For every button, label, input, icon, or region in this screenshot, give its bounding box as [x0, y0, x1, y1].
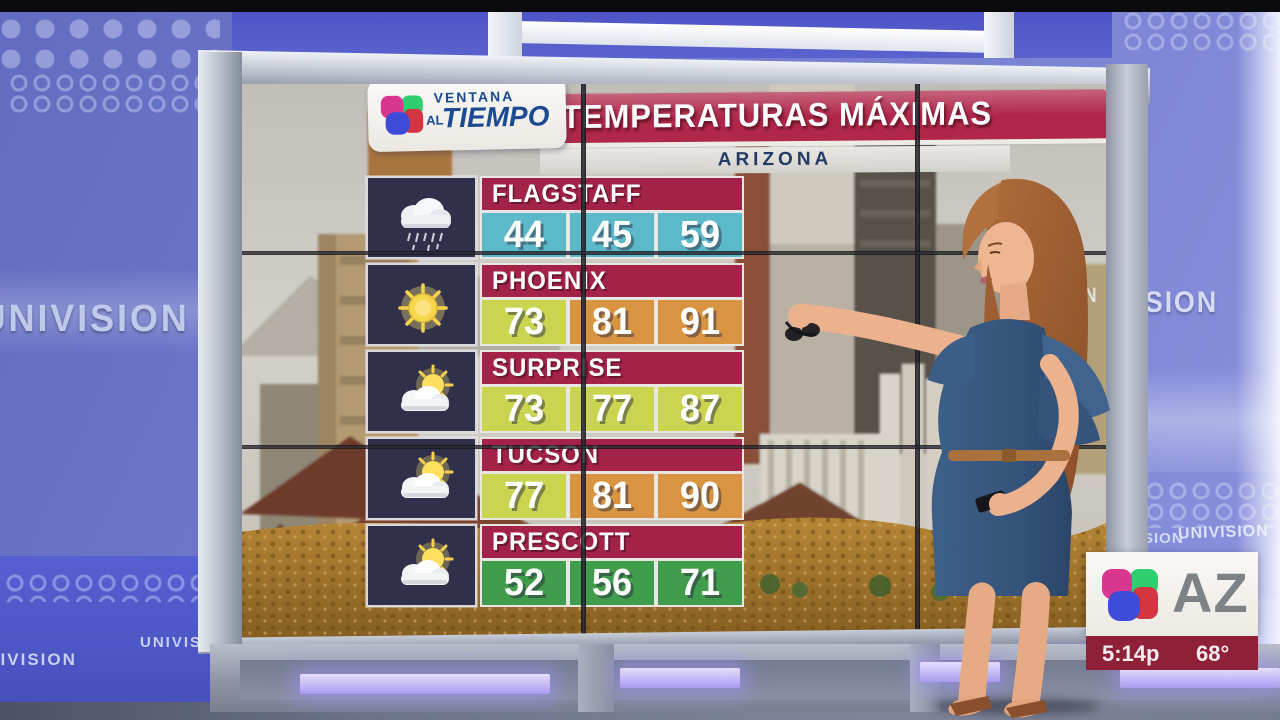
presenter-sandals — [948, 696, 1048, 718]
wall-light-band — [0, 268, 232, 354]
temp-cell: 87 — [658, 387, 742, 431]
partly-cloudy-icon — [401, 364, 454, 411]
led-light-strip — [620, 668, 740, 688]
time-temp-bar: 5:14p 68° — [1086, 636, 1258, 670]
temp-value: 73 — [503, 388, 545, 430]
wall-rings-pattern — [6, 574, 211, 602]
temp-cell: 91 — [658, 300, 742, 344]
studio-ceiling — [232, 12, 1112, 58]
city-name: SURPRISE — [492, 354, 623, 382]
temp-value: 45 — [591, 214, 633, 256]
ceiling-beam — [520, 21, 990, 53]
videowall-base-cabinet — [210, 644, 1280, 712]
monitor-bezel — [581, 84, 586, 640]
city-name: PHOENIX — [492, 267, 607, 295]
program-logo-plate: VENTANA AL TIEMPO — [367, 84, 567, 153]
temp-value: 90 — [679, 475, 721, 517]
temp-value: 71 — [679, 562, 721, 604]
city-name: FLAGSTAFF — [492, 180, 642, 208]
wall-lower-panel: UNIVISION UNIVISION — [0, 556, 214, 704]
temp-value: 81 — [591, 475, 633, 517]
led-light-strip — [1120, 668, 1280, 688]
city-name: PRESCOTT — [492, 528, 631, 556]
base-recess — [240, 660, 1280, 700]
partly-cloudy-icon — [401, 538, 454, 585]
temp-cell: 44 — [482, 213, 566, 257]
temp-value: 52 — [503, 562, 545, 604]
weather-presenter — [784, 178, 1110, 718]
monitor-bezel — [915, 84, 920, 640]
univision-logo-icon — [1102, 569, 1158, 621]
temp-value: 87 — [679, 388, 721, 430]
ceiling-post — [984, 12, 1014, 58]
temp-value: 73 — [503, 301, 545, 343]
videowall-screen: CHASE TEMPERATURAS MÁXIMAS ARIZONA VENTA… — [240, 84, 1108, 640]
current-time: 5:14p — [1102, 641, 1160, 666]
presenter-face — [978, 222, 1034, 294]
table-row: PRESCOTT 52 56 71 — [366, 524, 744, 607]
table-row: FLAGSTAFF 44 45 59 — [366, 176, 744, 259]
weather-graphic: TEMPERATURAS MÁXIMAS ARIZONA VENTANA AL … — [240, 84, 1108, 640]
monitor-bezel — [240, 445, 1108, 449]
table-row: PHOENIX 73 81 91 — [366, 263, 744, 346]
sunglasses-icon — [784, 321, 820, 341]
temp-value: 44 — [503, 214, 545, 256]
temp-cell: 52 — [482, 561, 566, 605]
program-name-prefix: AL — [425, 112, 444, 128]
temp-value: 91 — [679, 301, 721, 343]
station-call-letters: AZ — [1172, 561, 1249, 624]
temp-value: 56 — [591, 562, 633, 604]
wall-dots-pattern — [0, 18, 220, 70]
rain-cloud-icon — [401, 198, 451, 252]
studio-wall-left: UNIVISION UNIVISION UNIVISION — [0, 0, 232, 720]
table-row: TUCSON 77 81 90 — [366, 437, 744, 520]
station-bug: AZ — [1086, 552, 1258, 636]
temperature-table: FLAGSTAFF 44 45 59 — [366, 176, 746, 616]
temp-value: 59 — [679, 214, 721, 256]
temp-cell: 73 — [482, 387, 566, 431]
temp-cell: 59 — [658, 213, 742, 257]
wall-rings-pattern — [10, 74, 220, 114]
segment-title: TEMPERATURAS MÁXIMAS — [561, 94, 993, 136]
monitor-bezel — [240, 251, 1108, 255]
current-temperature: 68° — [1196, 641, 1230, 666]
partly-cloudy-icon — [401, 451, 454, 498]
base-post — [578, 644, 614, 712]
temp-cell: 73 — [482, 300, 566, 344]
temp-cell: 90 — [658, 474, 742, 518]
wall-brand-text-small: UNIVISION — [0, 650, 77, 669]
temp-cell: 71 — [658, 561, 742, 605]
led-light-strip — [300, 674, 550, 694]
wall-brand-text-small: UNIVISION — [140, 634, 214, 651]
temp-value: 81 — [591, 301, 633, 343]
letterbox-bar — [0, 0, 1280, 12]
videowall-frame-left — [198, 52, 242, 652]
program-name: TIEMPO — [441, 100, 550, 134]
univision-logo-icon — [380, 95, 424, 135]
wall-brand-text: UNIVISION — [0, 298, 190, 340]
sun-icon — [398, 283, 448, 333]
temp-value: 77 — [591, 388, 633, 430]
temp-value: 77 — [503, 475, 545, 517]
temp-cell: 77 — [482, 474, 566, 518]
pointing-hand — [788, 304, 812, 328]
ceiling-post — [488, 12, 522, 58]
table-row: SURPRISE 73 77 87 — [366, 350, 744, 433]
